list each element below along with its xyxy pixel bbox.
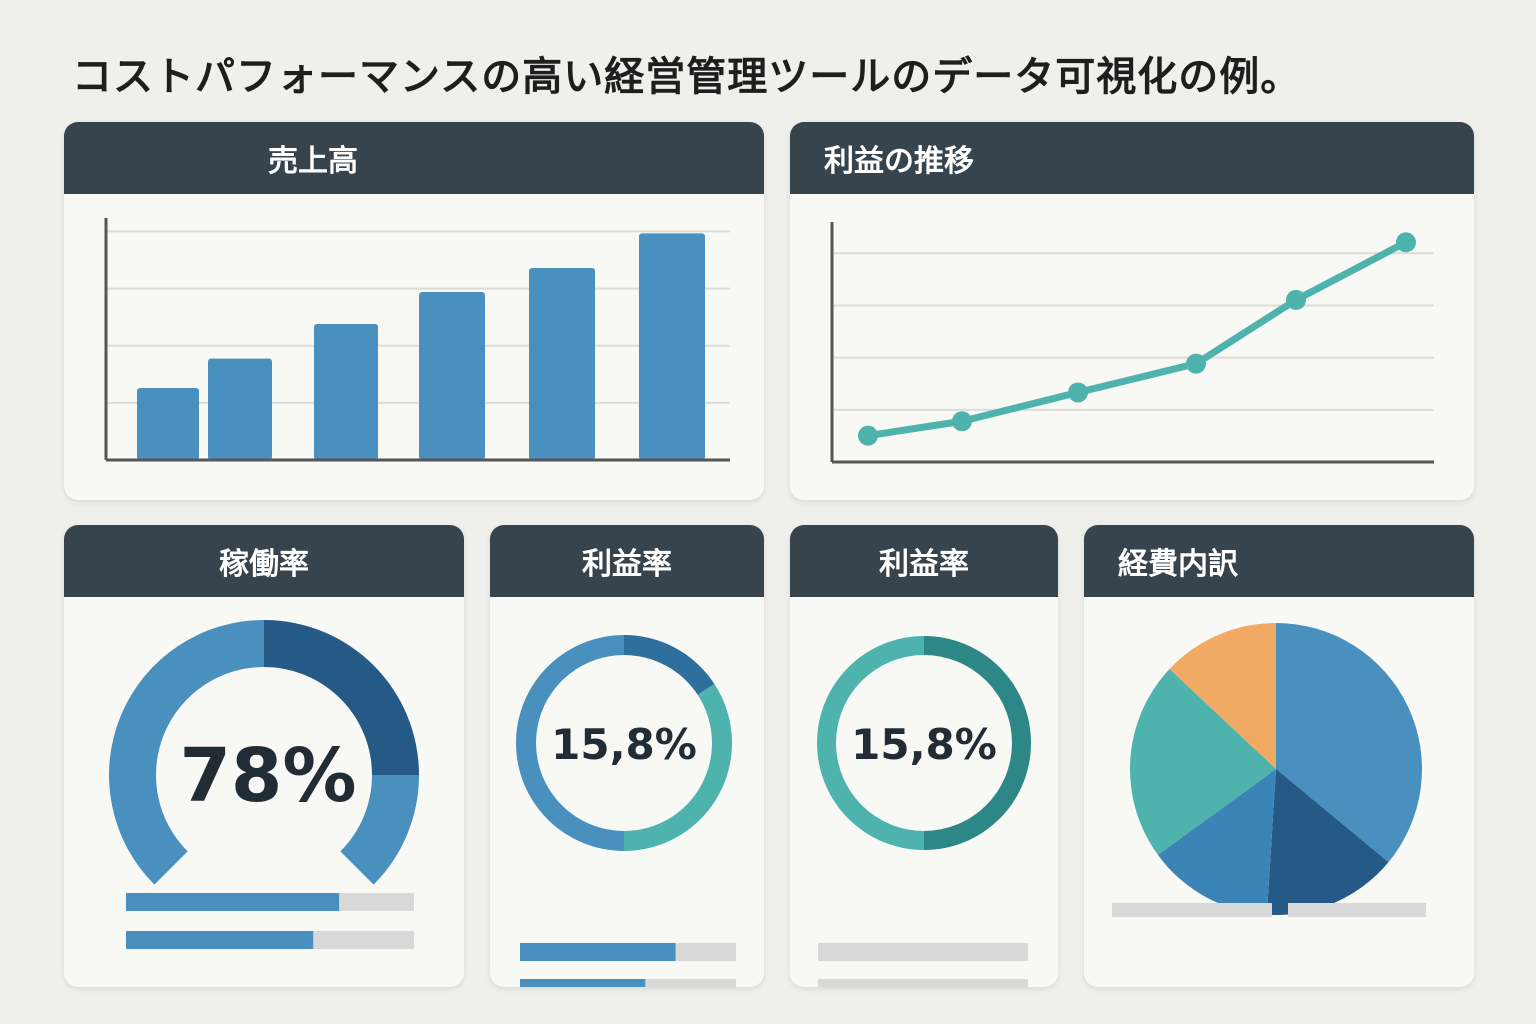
sales-bar [137, 388, 199, 460]
sales-bar [529, 268, 595, 460]
utilization-card-title: 稼働率 [64, 525, 464, 597]
profit-rate-donut-1: 15,8% [516, 635, 736, 987]
profit-trend-point [1186, 353, 1206, 374]
pie-slice [1130, 669, 1276, 855]
utilization-card: 稼働率 78% [64, 525, 464, 987]
donut-segment [924, 636, 1031, 850]
donut-value-label: 15,8% [551, 720, 697, 769]
donut-segment [516, 635, 624, 851]
gauge-arc-blue [340, 775, 419, 885]
profit-trend-line [864, 238, 1410, 440]
profit-rate-card-1-title: 利益率 [490, 525, 764, 597]
profit-trend-point [1068, 382, 1088, 403]
legend-placeholder [1112, 903, 1272, 917]
pie-slice [1157, 769, 1276, 915]
profit-trend-point [1396, 232, 1416, 253]
legend-placeholder [1288, 903, 1426, 917]
profit-rate-donut-2: 15,8% [817, 636, 1031, 987]
profit-trend-line-chart [830, 222, 1434, 464]
pie-slice [1276, 623, 1422, 863]
utilization-bar-fill [126, 893, 340, 911]
sales-bar-chart [104, 218, 730, 462]
utilization-bar-fill [126, 931, 314, 949]
profit-trend-card: 利益の推移 [790, 122, 1474, 500]
sales-bar [639, 233, 705, 460]
profit-trend-point [858, 425, 878, 446]
utilization-gauge: 78% [108, 620, 419, 949]
sales-bar [419, 292, 485, 460]
sales-card: 売上高 [64, 122, 764, 500]
sales-bar [208, 358, 272, 460]
donut-segment [624, 635, 715, 695]
profit-rate-card-2: 利益率 15,8% [790, 525, 1058, 987]
expense-breakdown-pie [1112, 623, 1426, 917]
sales-card-title: 売上高 [64, 122, 764, 194]
donut-segment [817, 636, 924, 850]
expense-breakdown-card: 経費内訳 [1084, 525, 1474, 987]
pie-slice [1266, 769, 1389, 915]
expense-breakdown-card-title: 経費内訳 [1084, 525, 1474, 597]
donut-value-label: 15,8% [851, 720, 997, 769]
page-title: コストパフォーマンスの高い経営管理ツールのデータ可視化の例。 [72, 54, 1302, 100]
profit-rate-bar-fill [520, 979, 646, 987]
gauge-arc-blue [108, 620, 264, 885]
profit-trend-point [1286, 289, 1306, 310]
profit-rate-bar-track [818, 943, 1028, 961]
gauge-arc-dark [264, 620, 419, 775]
gauge-value-label: 78% [179, 733, 356, 819]
profit-rate-card-2-title: 利益率 [790, 525, 1058, 597]
sales-bar [314, 324, 378, 460]
pie-slice [1169, 623, 1276, 769]
donut-segment [624, 683, 732, 851]
profit-rate-card-1: 利益率 15,8% [490, 525, 764, 987]
profit-trend-point [952, 411, 972, 432]
profit-rate-bar-track [818, 979, 1028, 987]
profit-trend-card-title: 利益の推移 [790, 122, 1474, 194]
profit-rate-bar-fill [520, 943, 676, 961]
